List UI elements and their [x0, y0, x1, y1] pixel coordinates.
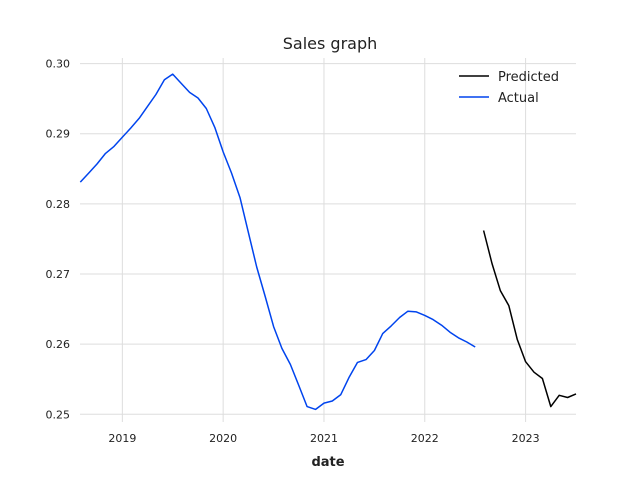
x-tick-label: 2021	[310, 432, 338, 445]
x-tick-label: 2020	[209, 432, 237, 445]
y-axis-ticks: 0.25 0.26 0.27 0.28 0.29 0.30	[46, 58, 71, 422]
y-tick-label: 0.28	[46, 198, 71, 211]
y-tick-label: 0.27	[46, 268, 71, 281]
x-axis-ticks: 2019 2020 2021 2022 2023	[108, 432, 539, 445]
x-tick-label: 2022	[411, 432, 439, 445]
series-line-predicted	[482, 230, 577, 408]
chart-title: Sales graph	[283, 34, 378, 53]
y-tick-label: 0.30	[46, 58, 71, 71]
y-tick-label: 0.26	[46, 338, 71, 351]
grid-lines	[80, 58, 576, 422]
series-line-actual	[79, 73, 476, 411]
y-tick-label: 0.25	[46, 408, 71, 421]
legend-label-actual: Actual	[498, 91, 539, 106]
x-tick-label: 2023	[512, 432, 540, 445]
legend: Predicted Actual	[459, 70, 559, 106]
series-lines	[79, 73, 577, 411]
x-tick-label: 2019	[108, 432, 136, 445]
legend-label-predicted: Predicted	[498, 70, 559, 85]
y-tick-label: 0.29	[46, 128, 71, 141]
x-axis-label: date	[311, 455, 344, 470]
